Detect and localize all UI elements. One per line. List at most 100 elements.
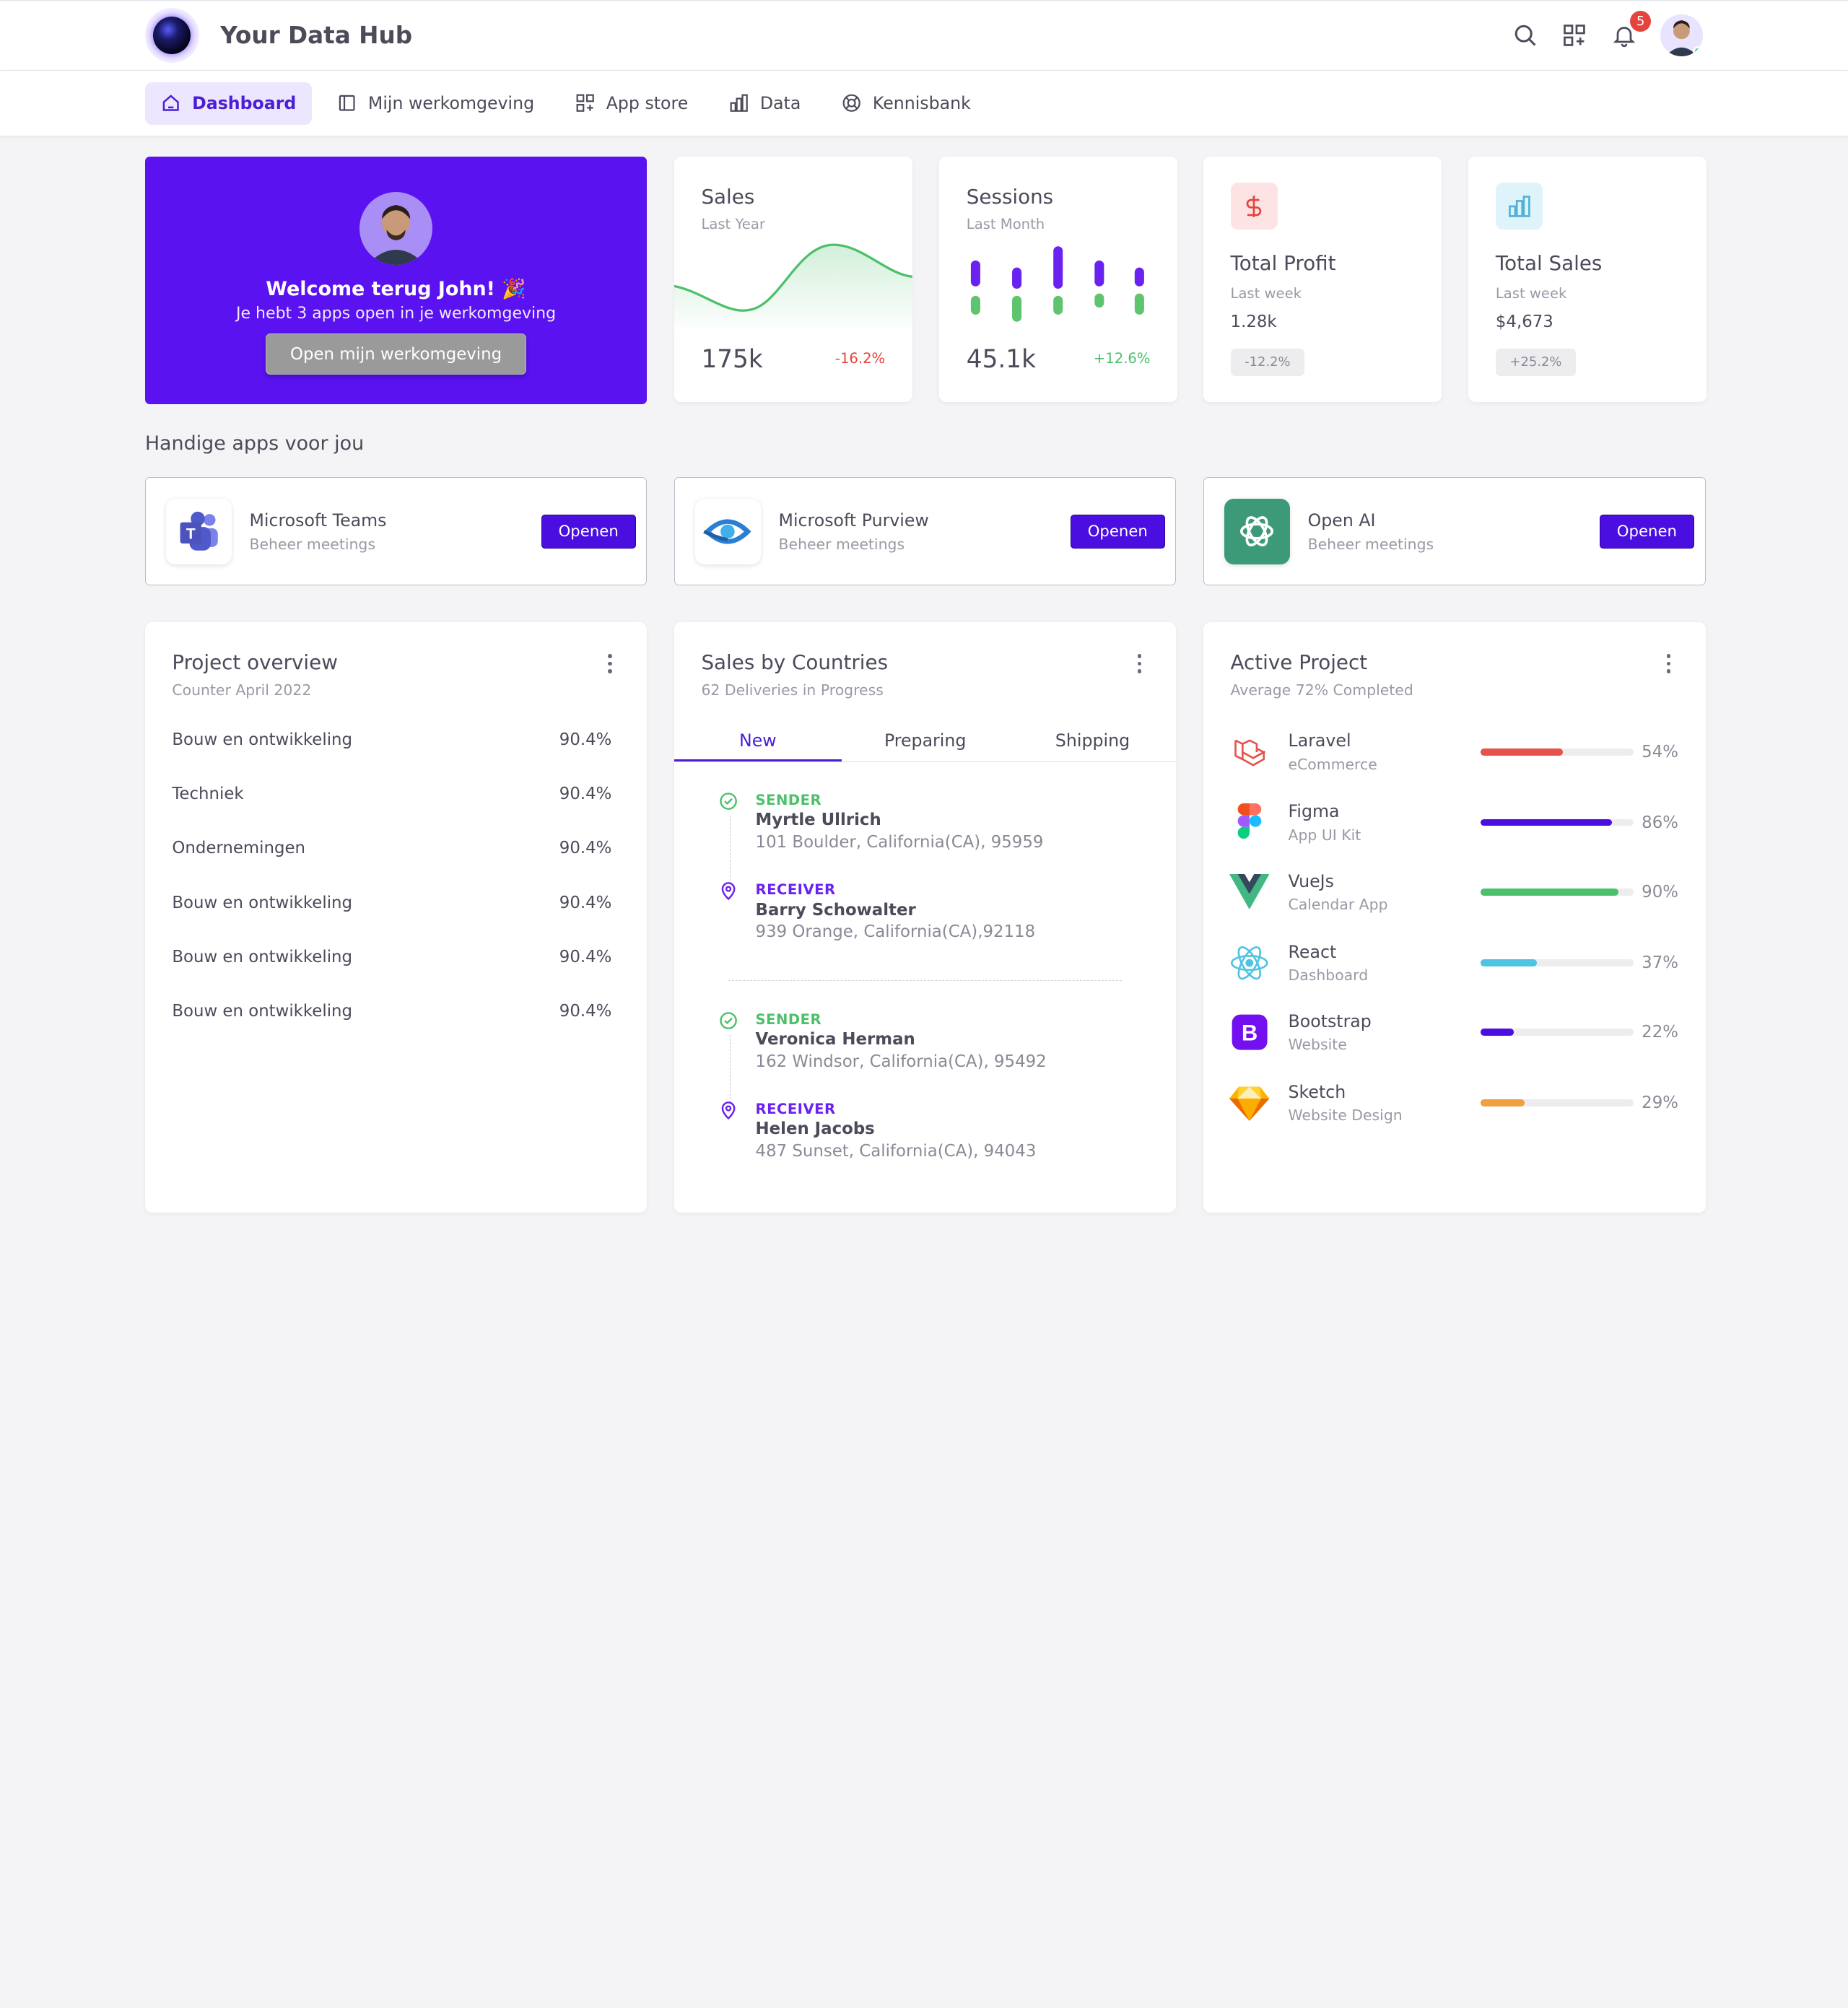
table-row: Ondernemingen 90.4% — [172, 839, 612, 858]
sales-card: Sales Last Year 175k -16.2% — [674, 157, 912, 402]
app-name: Microsoft Purview — [778, 510, 929, 531]
tab-preparing[interactable]: Preparing — [884, 730, 967, 751]
sales-subtitle: Last Year — [701, 215, 765, 232]
search-icon[interactable] — [1512, 22, 1538, 48]
total-sales-value: $4,673 — [1495, 312, 1553, 331]
sales-value: 175k — [701, 345, 763, 375]
app-card-openai: Open AI Beheer meetings Openen — [1203, 477, 1706, 586]
progress-bar — [1480, 1029, 1634, 1036]
profit-value: 1.28k — [1230, 312, 1277, 331]
active-project-subtitle: Average 72% Completed — [1230, 681, 1413, 699]
shipment-entry: RECEIVER Helen Jacobs 487 Sunset, Califo… — [719, 1101, 1036, 1161]
bootstrap-icon: B — [1228, 1011, 1270, 1054]
countries-subtitle: 62 Deliveries in Progress — [701, 681, 884, 699]
sessions-value: 45.1k — [966, 345, 1036, 375]
vue-icon — [1228, 871, 1270, 914]
figma-icon — [1228, 801, 1270, 844]
apps-section-title: Handige apps voor jou — [144, 432, 365, 455]
project-overview-subtitle: Counter April 2022 — [172, 681, 312, 699]
open-workspace-button[interactable]: Open mijn werkomgeving — [266, 333, 526, 375]
countries-title: Sales by Countries — [701, 650, 889, 675]
project-row-vuejs: VueJs Calendar App 90% — [1228, 868, 1678, 915]
app-name: Microsoft Teams — [249, 510, 387, 531]
progress-bar — [1480, 1099, 1634, 1107]
nav-kennisbank[interactable]: Kennisbank — [826, 82, 986, 125]
check-circle-icon — [720, 793, 737, 811]
app-name: Open AI — [1307, 510, 1376, 531]
sessions-change: +12.6% — [1093, 349, 1151, 367]
app-title: Your Data Hub — [220, 21, 413, 49]
project-row-figma: Figma App UI Kit 86% — [1228, 799, 1678, 846]
app-logo[interactable] — [144, 8, 199, 63]
openai-icon — [1224, 498, 1291, 565]
nav-werkomgeving[interactable]: Mijn werkomgeving — [321, 82, 550, 125]
tab-shipping[interactable]: Shipping — [1055, 730, 1130, 751]
countries-tabs: New Preparing Shipping — [674, 726, 1177, 763]
dollar-icon — [1230, 183, 1278, 230]
sketch-icon — [1228, 1082, 1270, 1125]
bell-icon — [1613, 27, 1636, 48]
sales-change: -16.2% — [834, 349, 886, 367]
sales-sparkline — [674, 243, 912, 334]
bar-chart-icon — [730, 95, 748, 113]
progress-bar — [1480, 748, 1634, 756]
notification-badge: 5 — [1630, 10, 1652, 32]
profit-title: Total Profit — [1230, 250, 1336, 275]
sessions-title: Sessions — [966, 185, 1054, 209]
app-card-teams: T Microsoft Teams Beheer meetings Openen — [144, 477, 648, 586]
notification-button[interactable]: 5 — [1611, 10, 1652, 48]
total-profit-card: Total Profit Last week 1.28k -12.2% — [1203, 157, 1442, 402]
profit-change: -12.2% — [1230, 349, 1305, 376]
active-project-card: Active Project Average 72% Completed Lar… — [1203, 622, 1706, 1213]
progress-bar — [1480, 819, 1634, 826]
project-row-sketch: Sketch Website Design 29% — [1228, 1080, 1678, 1127]
welcome-card: Welcome terug John! 🎉 Je hebt 3 apps ope… — [144, 157, 648, 404]
purview-icon — [694, 498, 762, 565]
table-row: Techniek 90.4% — [172, 785, 612, 804]
nav-data[interactable]: Data — [713, 82, 816, 125]
location-pin-icon — [721, 1101, 736, 1120]
table-row: Bouw en ontwikkeling 90.4% — [172, 893, 612, 912]
project-row-react: React Dashboard 37% — [1228, 939, 1678, 986]
tab-new[interactable]: New — [674, 726, 842, 762]
project-row-laravel: Laravel eCommerce 54% — [1228, 728, 1678, 775]
shipment-entry: SENDER Myrtle Ullrich 101 Boulder, Calif… — [719, 792, 1043, 852]
nav-app-store[interactable]: App store — [559, 82, 703, 125]
active-project-title: Active Project — [1230, 650, 1368, 675]
apps-icon — [576, 95, 594, 113]
project-row-bootstrap: B Bootstrap Website 22% — [1228, 1009, 1678, 1056]
shipment-entry: RECEIVER Barry Schowalter 939 Orange, Ca… — [719, 881, 1035, 941]
more-options-icon[interactable] — [1137, 654, 1143, 674]
more-options-icon[interactable] — [1666, 654, 1672, 674]
table-row: Bouw en ontwikkeling 90.4% — [172, 730, 612, 750]
more-options-icon[interactable] — [608, 654, 613, 674]
app-desc: Beheer meetings — [778, 535, 905, 553]
user-avatar[interactable] — [1660, 14, 1704, 57]
nav-dashboard[interactable]: Dashboard — [144, 82, 312, 125]
main-nav: Dashboard Mijn werkomgeving App store Da… — [0, 70, 1848, 137]
layout-icon — [339, 95, 355, 112]
sales-by-countries-card: Sales by Countries 62 Deliveries in Prog… — [674, 622, 1177, 1213]
open-openai-button[interactable]: Openen — [1599, 515, 1694, 549]
progress-bar — [1480, 889, 1634, 896]
sessions-card: Sessions Last Month 45.1k +12.6% — [939, 157, 1178, 402]
table-row: Bouw en ontwikkeling 90.4% — [172, 947, 612, 966]
total-sales-subtitle: Last week — [1495, 285, 1567, 302]
open-teams-button[interactable]: Openen — [541, 515, 636, 549]
table-row: Bouw en ontwikkeling 90.4% — [172, 1001, 612, 1021]
open-purview-button[interactable]: Openen — [1070, 515, 1165, 549]
laravel-icon — [1228, 730, 1270, 773]
react-icon — [1228, 942, 1270, 985]
total-sales-card: Total Sales Last week $4,673 +25.2% — [1468, 157, 1707, 402]
top-bar: Your Data Hub 5 — [0, 0, 1848, 71]
chart-icon — [1495, 183, 1543, 230]
profit-subtitle: Last week — [1230, 285, 1302, 302]
location-pin-icon — [721, 882, 736, 901]
app-desc: Beheer meetings — [1307, 535, 1434, 553]
total-sales-title: Total Sales — [1495, 250, 1603, 275]
shipment-entry: SENDER Veronica Herman 162 Windsor, Cali… — [719, 1011, 1047, 1071]
apps-grid-icon[interactable] — [1561, 22, 1587, 48]
app-card-purview: Microsoft Purview Beheer meetings Openen — [674, 477, 1177, 586]
sales-title: Sales — [701, 185, 755, 209]
svg-text:B: B — [1241, 1021, 1257, 1046]
